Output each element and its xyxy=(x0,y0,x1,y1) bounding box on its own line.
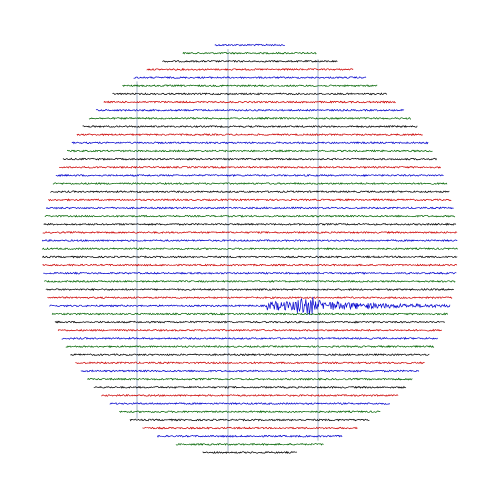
seismic-trace xyxy=(47,296,453,300)
seismic-trace xyxy=(122,84,378,88)
seismic-trace xyxy=(93,385,407,389)
seismic-trace xyxy=(61,336,438,340)
seismic-trace xyxy=(112,92,388,96)
seismic-trace xyxy=(52,181,448,186)
seismic-trace xyxy=(109,402,390,406)
seismic-trace xyxy=(129,418,370,422)
seismic-trace xyxy=(95,108,405,112)
seismic-trace xyxy=(80,369,420,373)
seismic-trace xyxy=(175,442,324,446)
seismic-trace xyxy=(62,157,437,161)
seismic-trace xyxy=(41,247,458,251)
seismic-trace xyxy=(103,100,396,104)
seismic-trace xyxy=(71,141,429,145)
seismic-trace xyxy=(43,222,457,226)
seismic-trace xyxy=(70,353,430,357)
seismic-trace xyxy=(214,43,286,47)
seismic-trace xyxy=(101,393,399,397)
seismic-trace xyxy=(45,288,455,292)
seismic-trace xyxy=(75,361,425,365)
seismic-trace xyxy=(43,271,457,275)
seismic-trace xyxy=(42,230,458,234)
seismic-trace xyxy=(41,239,458,243)
event-trace xyxy=(49,296,451,315)
seismic-trace xyxy=(50,190,450,194)
seismic-trace xyxy=(76,133,423,137)
seismic-trace xyxy=(133,76,367,80)
seismic-trace xyxy=(57,328,442,332)
seismic-trace xyxy=(41,255,458,259)
seismic-trace xyxy=(44,214,456,218)
seismic-trace xyxy=(88,116,412,120)
seismic-trace xyxy=(82,124,418,129)
seismic-trace xyxy=(48,198,452,202)
seismic-trace xyxy=(156,434,343,438)
seismic-trace xyxy=(58,165,441,169)
seismic-trace xyxy=(44,279,456,283)
seismic-trace xyxy=(146,67,354,72)
seismic-trace xyxy=(86,377,413,381)
seismic-trace xyxy=(162,59,338,63)
seismic-trace xyxy=(54,320,446,324)
seismic-trace xyxy=(42,263,458,267)
seismic-trace xyxy=(119,410,381,414)
seismic-trace xyxy=(51,312,448,316)
seismic-trace xyxy=(66,149,433,153)
seismic-trace xyxy=(202,450,298,455)
seismic-trace xyxy=(46,206,454,210)
seismic-trace xyxy=(65,344,435,349)
seismic-trace xyxy=(182,51,317,55)
seismic-trace xyxy=(142,426,358,430)
seismic-trace xyxy=(55,173,444,178)
